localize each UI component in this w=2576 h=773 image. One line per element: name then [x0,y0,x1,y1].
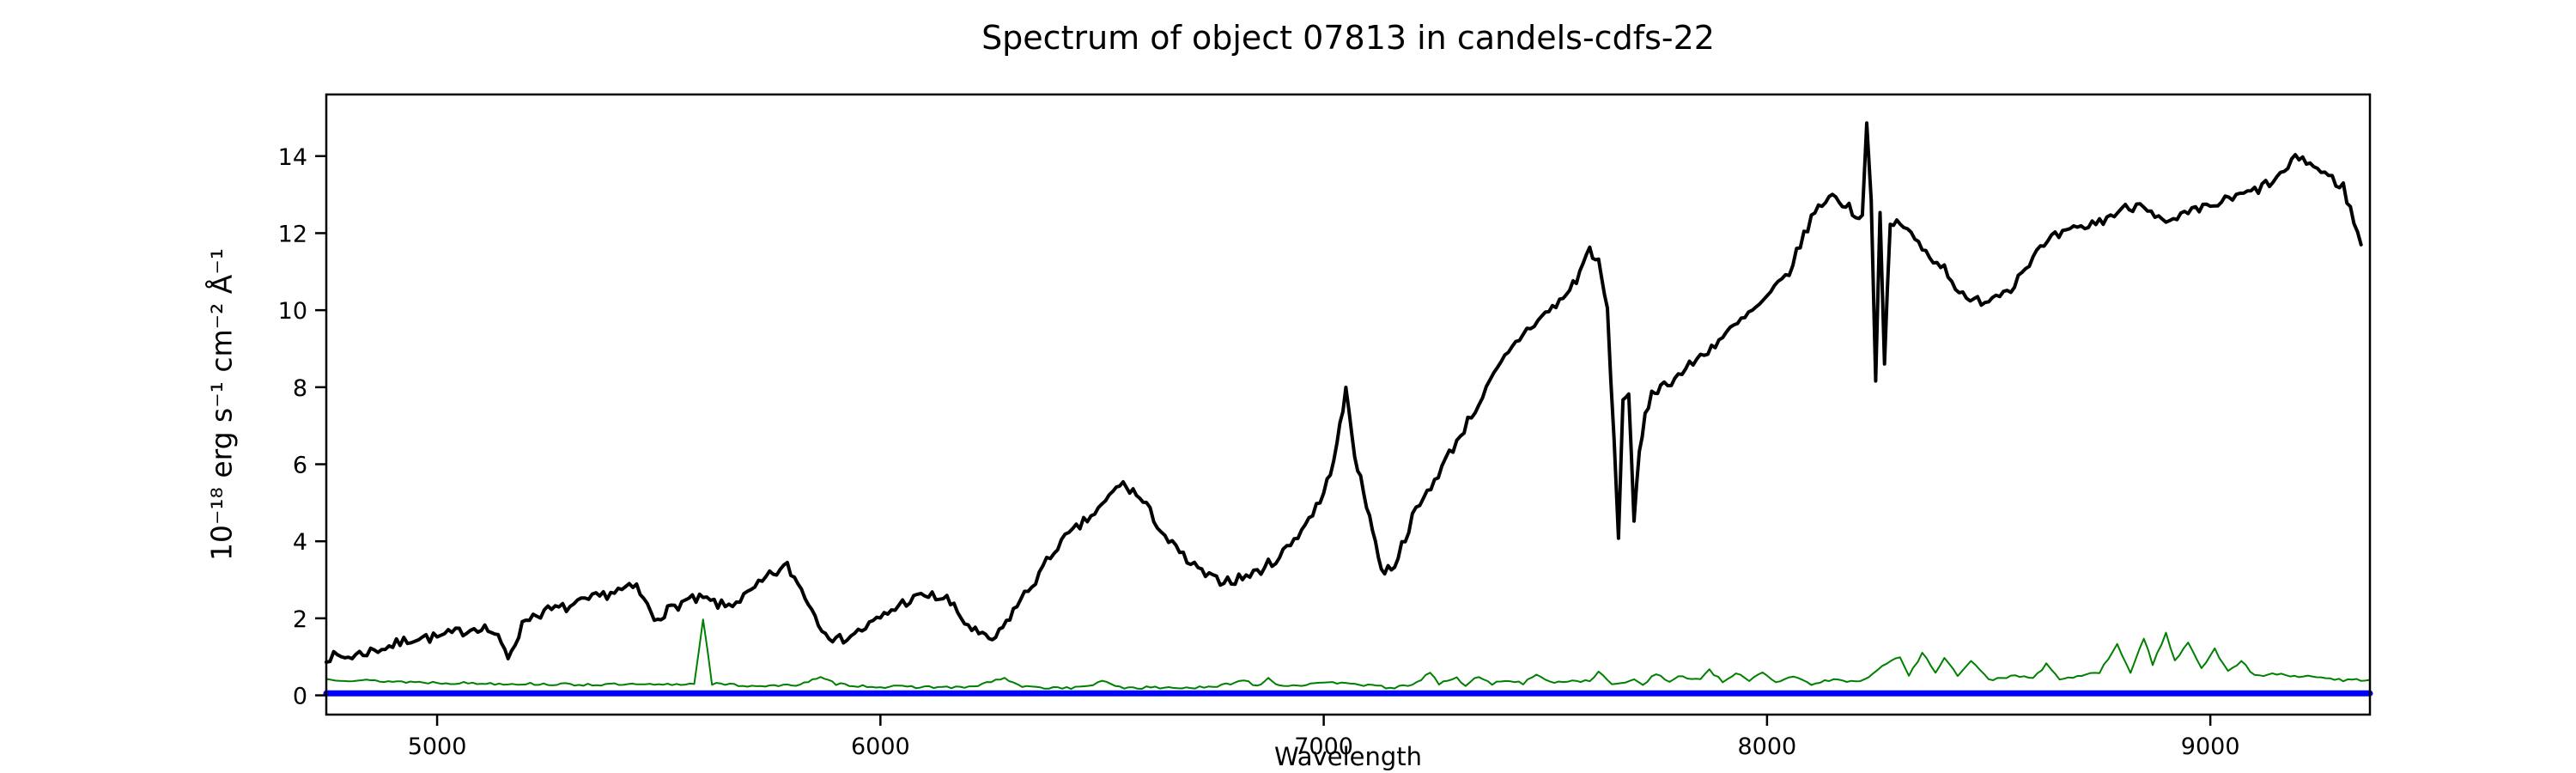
y-tick-label: 8 [293,375,307,402]
x-tick-label: 6000 [851,733,910,760]
spectrum-line [325,121,2363,664]
plot-frame [325,93,2372,716]
x-tick-label: 9000 [2181,733,2240,760]
x-tick-label: 7000 [1294,733,1353,760]
x-axis-label: Wavelength [1273,742,1423,771]
y-tick-label: 12 [278,221,307,247]
noise-spectrum-line [325,618,2371,691]
chart-title: Spectrum of object 07813 in candels-cdfs… [981,19,1715,57]
x-tick-label: 5000 [408,733,467,760]
y-tick-label: 4 [293,529,307,556]
x-tick-label: 8000 [1738,733,1797,760]
y-tick-label: 0 [293,684,307,710]
y-tick-label: 14 [278,144,307,171]
y-tick-label: 2 [293,606,307,633]
y-tick-label: 6 [293,453,307,479]
y-tick-label: 10 [278,298,307,325]
